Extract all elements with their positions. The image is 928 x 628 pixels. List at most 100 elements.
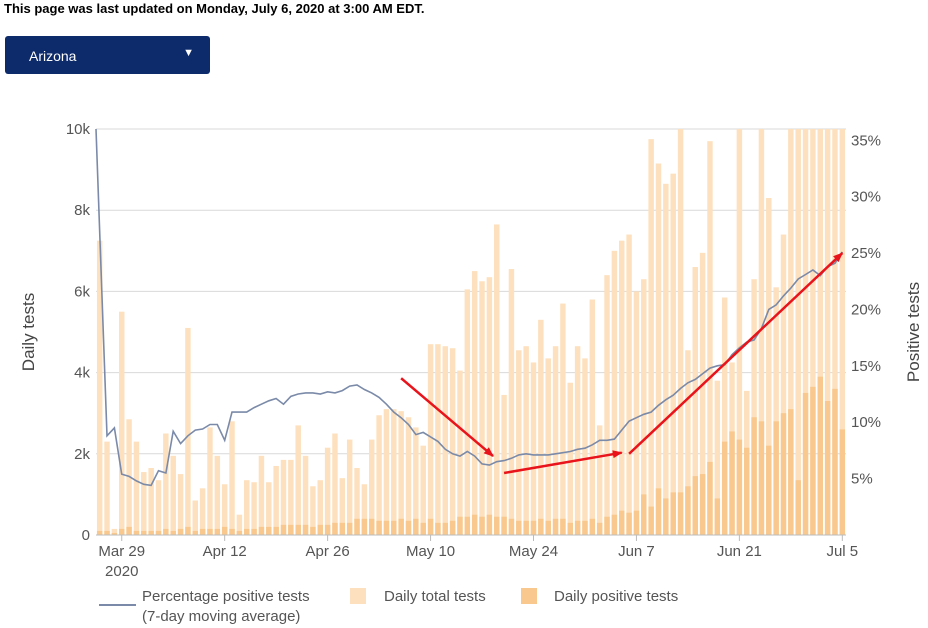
total-tests-bar [582, 358, 588, 535]
total-tests-bar [332, 433, 338, 535]
total-tests-bar [508, 269, 515, 535]
total-tests-bar [699, 252, 706, 535]
x-tick-label: Jun 7 [618, 543, 655, 560]
x-tick-label: Apr 12 [203, 543, 247, 560]
total-tests-bar [560, 303, 566, 535]
positive-tests-bar [163, 528, 169, 535]
total-tests-bar [258, 455, 265, 535]
positive-tests-bar [310, 526, 316, 535]
trend-arrow-1 [400, 377, 494, 458]
y-tick-label: 8k [74, 202, 90, 219]
axes: 0 2k 4k 6k 8k 10k 5% 10% 15% 20% 25% 30% 35% Mar 29 20… [19, 121, 923, 580]
positive-tests-bar [435, 522, 441, 535]
x-tick-label: Apr 26 [306, 543, 350, 560]
total-tests-bar [346, 439, 353, 535]
total-tests-bar [427, 344, 434, 535]
positive-tests-bar [619, 510, 625, 535]
legend-line-label: Percentage positive tests [142, 588, 310, 605]
total-tests-bar [758, 129, 765, 535]
total-tests-bar [310, 486, 316, 535]
total-tests-bar [479, 281, 485, 535]
total-tests-bar [780, 234, 787, 535]
positive-tests-bar [552, 518, 559, 535]
total-tests-bar [633, 291, 640, 535]
total-tests-bar [567, 382, 573, 535]
positive-tests-bar [810, 386, 816, 535]
total-tests-bar [589, 299, 596, 535]
positive-tests-bar [817, 376, 823, 535]
positive-tests-bar [699, 474, 706, 535]
total-tests-bar [641, 279, 647, 535]
total-tests-bar [685, 350, 691, 535]
positive-tests-bar [383, 520, 390, 535]
total-tests-bar [471, 271, 478, 535]
chevron-down-icon: ▼ [183, 47, 194, 59]
positive-tests-bar [236, 530, 243, 535]
positive-tests-bar [273, 526, 279, 535]
positive-tests-bar [538, 518, 544, 535]
positive-tests-bar [317, 524, 323, 535]
total-tests-bar [185, 327, 191, 535]
total-tests-bar [273, 465, 279, 535]
legend-total-swatch [350, 588, 366, 604]
positive-tests-bar [324, 524, 331, 535]
total-tests-bar [552, 346, 559, 535]
percent-positive-line [95, 128, 843, 487]
positive-tests-bar [302, 524, 309, 535]
total-tests-bar [413, 427, 419, 535]
total-tests-bar [707, 141, 713, 535]
positive-tests-bar [332, 522, 338, 535]
total-tests-bar [795, 129, 801, 535]
positive-tests-bar [207, 528, 213, 535]
positive-tests-bar [244, 528, 250, 535]
total-tests-bar [266, 482, 272, 535]
total-tests-bar [714, 380, 721, 535]
total-tests-bar [229, 421, 235, 535]
positive-tests-bar [185, 526, 191, 535]
total-tests-bar [692, 267, 698, 535]
positive-tests-bar [170, 530, 176, 535]
total-tests-bar [302, 455, 309, 535]
positive-tests-bar [560, 518, 566, 535]
total-tests-bar [354, 468, 360, 535]
total-tests-bar [530, 362, 537, 535]
total-tests-bar [405, 417, 412, 535]
y2-tick-label: 10% [851, 414, 881, 431]
last-updated-text: This page was last updated on Monday, Ju… [4, 1, 425, 16]
total-tests-bar [538, 319, 544, 535]
positive-tests-bar [457, 516, 463, 535]
positive-tests-bar [545, 520, 551, 535]
total-tests-bar [596, 425, 603, 535]
total-tests-bar [369, 439, 375, 535]
positive-tests-bar [449, 520, 456, 535]
total-tests-bar [251, 482, 257, 535]
positive-tests-bar [788, 409, 794, 535]
positive-tests-bar [523, 520, 529, 535]
total-tests-bar [155, 480, 162, 535]
total-tests-bar [170, 455, 176, 535]
positive-tests-bar [427, 518, 434, 535]
total-tests-bar [214, 455, 221, 535]
y-tick-label: 10k [66, 121, 91, 138]
positive-tests-bar [354, 518, 360, 535]
positive-tests-bar [729, 431, 735, 535]
positive-tests-bar [295, 524, 301, 535]
total-tests-bar [824, 129, 831, 535]
positive-tests-bar [758, 421, 765, 535]
state-select-value: Arizona [29, 48, 77, 64]
y2-axis-title: Positive tests [904, 282, 923, 382]
positive-tests-bar [442, 522, 448, 535]
y2-tick-label: 35% [851, 132, 881, 149]
total-tests-bar [207, 427, 213, 535]
legend-positive-label: Daily positive tests [554, 588, 678, 605]
positive-tests-bar [780, 413, 787, 535]
trend-arrow-3 [628, 252, 844, 455]
total-tests-bar [721, 297, 728, 535]
positive-tests-bar [133, 530, 140, 535]
y-tick-label: 4k [74, 365, 90, 382]
positive-tests-bar [361, 518, 368, 535]
state-select-dropdown[interactable]: Arizona ▼ [5, 36, 210, 74]
total-tests-bar [104, 441, 110, 535]
x-tick-label: Mar 29 [98, 543, 145, 560]
y-tick-label: 2k [74, 446, 90, 463]
